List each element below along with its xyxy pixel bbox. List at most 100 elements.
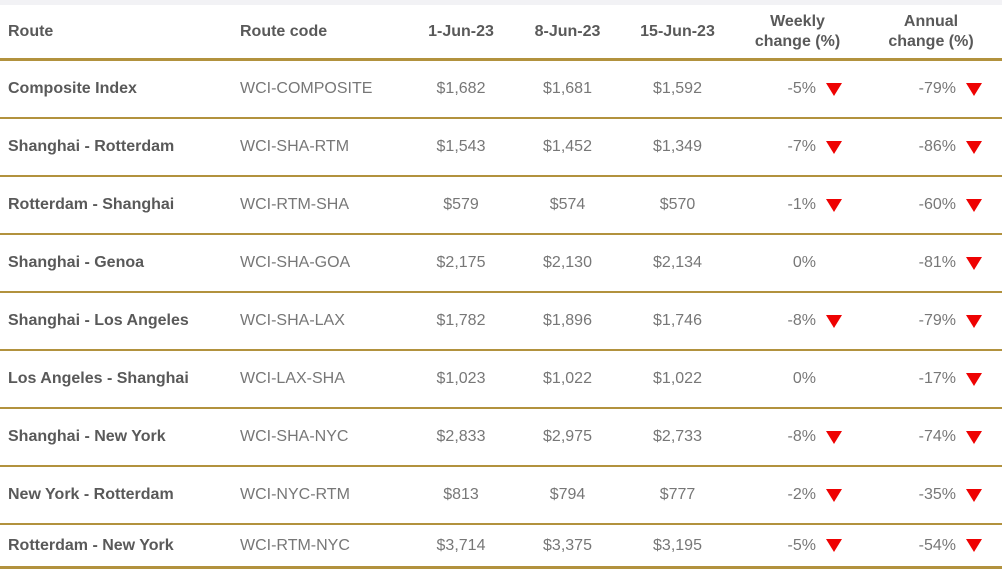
down-triangle-icon [966,198,982,212]
table-header-row: Route Route code 1-Jun-23 8-Jun-23 15-Ju… [0,5,1002,61]
weekly-change-cell: -7% [735,138,860,156]
rate-8-jun-23: $574 [549,196,586,213]
rate-8-jun-23: $3,375 [543,536,592,554]
route-code: WCI-NYC-RTM [240,486,350,503]
annual-change-value: -17% [918,370,956,387]
table-row: Shanghai - Los Angeles WCI-SHA-LAX $1,78… [0,293,1002,351]
rate-8-jun-23: $2,130 [543,254,592,271]
annual-change-value: -74% [918,428,956,445]
rate-1-jun-23: $3,714 [436,536,486,554]
column-header-weekly-change: Weekly change (%) [754,12,841,50]
route-name: Los Angeles - Shanghai [8,370,189,387]
weekly-change-cell: -1% [735,196,860,214]
weekly-change-value: -5% [787,536,816,554]
weekly-change-cell: -5% [735,537,860,555]
rate-8-jun-23: $794 [549,486,586,503]
column-header-route-code: Route code [240,22,328,40]
rate-8-jun-23: $1,022 [543,370,592,387]
route-code: WCI-RTM-SHA [240,196,350,213]
weekly-change-value: -8% [787,428,816,445]
rate-15-jun-23: $3,195 [653,536,702,554]
rate-8-jun-23: $1,896 [543,312,592,329]
down-triangle-icon [826,82,842,96]
route-code: WCI-LAX-SHA [240,370,345,387]
rate-15-jun-23: $1,022 [653,370,702,387]
down-triangle-icon [966,430,982,444]
rate-1-jun-23: $579 [443,196,479,213]
rate-15-jun-23: $1,349 [653,138,702,155]
route-name: Shanghai - Rotterdam [8,138,175,155]
route-code: WCI-COMPOSITE [240,80,373,97]
down-triangle-icon [826,430,842,444]
route-code: WCI-SHA-NYC [240,428,349,445]
column-header-annual-change: Annual change (%) [888,12,974,50]
column-header-8-jun-23: 8-Jun-23 [534,22,601,40]
weekly-change-value: -5% [787,80,816,97]
annual-change-cell: -86% [860,138,1002,156]
rate-15-jun-23: $570 [659,196,696,213]
rate-15-jun-23: $1,592 [653,80,702,97]
rate-1-jun-23: $1,782 [436,312,486,329]
down-triangle-icon [966,372,982,386]
weekly-change-value: -8% [787,312,816,329]
route-code: WCI-SHA-GOA [240,254,351,271]
annual-change-cell: -35% [860,486,1002,504]
rate-15-jun-23: $2,134 [653,254,702,271]
rate-1-jun-23: $813 [443,486,479,503]
annual-change-cell: -74% [860,428,1002,446]
rate-8-jun-23: $2,975 [543,428,592,445]
annual-change-cell: -17% [860,370,1002,388]
annual-change-value: -35% [918,486,956,503]
table-row: Los Angeles - Shanghai WCI-LAX-SHA $1,02… [0,351,1002,409]
annual-change-value: -81% [918,254,956,271]
column-header-1-jun-23: 1-Jun-23 [428,22,494,40]
annual-change-value: -60% [918,196,956,213]
annual-change-value: -79% [918,312,956,329]
column-header-15-jun-23: 15-Jun-23 [640,22,715,40]
weekly-change-value: 0% [792,254,816,271]
table-row: Composite Index WCI-COMPOSITE $1,682 $1,… [0,61,1002,119]
table-body: Composite Index WCI-COMPOSITE $1,682 $1,… [0,61,1002,569]
table-row: Shanghai - Genoa WCI-SHA-GOA $2,175 $2,1… [0,235,1002,293]
annual-change-cell: -79% [860,80,1002,98]
rate-15-jun-23: $2,733 [653,428,702,445]
down-triangle-icon [826,539,842,552]
down-triangle-icon [966,82,982,96]
route-name: Rotterdam - Shanghai [8,196,175,213]
route-name: New York - Rotterdam [8,486,174,503]
table-row: Rotterdam - New York WCI-RTM-NYC $3,714 … [0,525,1002,569]
annual-change-value: -86% [918,138,956,155]
rate-1-jun-23: $2,833 [436,428,486,445]
weekly-change-cell: 0% [735,254,860,272]
down-triangle-icon [826,314,842,328]
rate-1-jun-23: $1,023 [436,370,486,387]
down-triangle-icon [966,140,982,154]
route-code: WCI-RTM-NYC [240,536,350,554]
rate-8-jun-23: $1,452 [543,138,592,155]
route-name: Shanghai - New York [8,428,166,445]
down-triangle-icon [966,488,982,502]
rate-15-jun-23: $777 [659,486,696,503]
weekly-change-cell: -8% [735,428,860,446]
annual-change-cell: -60% [860,196,1002,214]
annual-change-cell: -81% [860,254,1002,272]
rate-1-jun-23: $1,682 [436,80,486,97]
weekly-change-cell: -5% [735,80,860,98]
table-row: Shanghai - New York WCI-SHA-NYC $2,833 $… [0,409,1002,467]
down-triangle-icon [826,140,842,154]
table-row: Shanghai - Rotterdam WCI-SHA-RTM $1,543 … [0,119,1002,177]
route-name: Shanghai - Genoa [8,254,145,271]
route-name: Shanghai - Los Angeles [8,312,189,329]
weekly-change-cell: -2% [735,486,860,504]
annual-change-cell: -79% [860,312,1002,330]
route-name: Rotterdam - New York [8,536,174,554]
weekly-change-value: -2% [787,486,816,503]
column-header-route: Route [8,22,54,40]
route-code: WCI-SHA-RTM [240,138,350,155]
annual-change-value: -79% [918,80,956,97]
down-triangle-icon [826,488,842,502]
down-triangle-icon [966,539,982,552]
weekly-change-value: 0% [792,370,816,387]
route-code: WCI-SHA-LAX [240,312,345,329]
